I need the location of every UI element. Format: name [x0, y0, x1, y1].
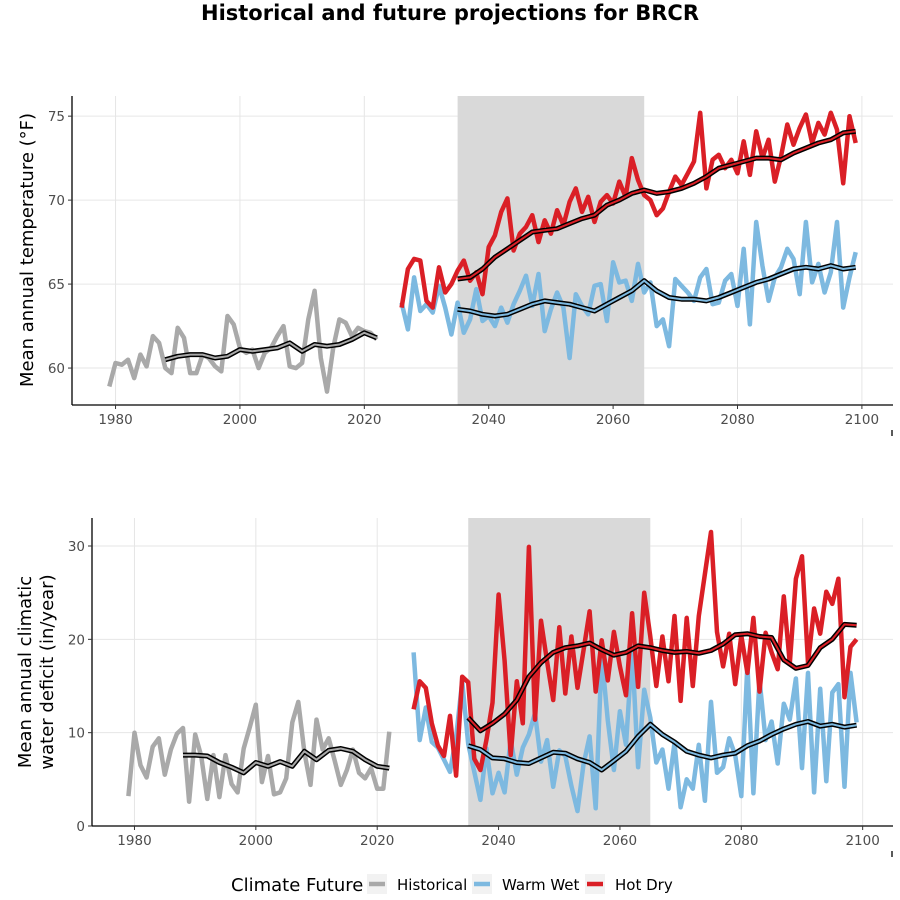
- smoothed-line-warm-wet-smoothed: [467, 720, 857, 771]
- legend-title: Climate Future: [231, 875, 363, 896]
- x-tick-label: 2020: [360, 833, 394, 849]
- x-tick-label: 2080: [720, 412, 754, 428]
- reference-period-band: [457, 96, 645, 405]
- smoothed-line-warm-wet-smoothed: [457, 264, 856, 317]
- y-tick-label: 0: [76, 819, 85, 835]
- x-tick-label: 2080: [724, 833, 758, 849]
- smoothed-line-historical-smoothed: [183, 747, 390, 774]
- x-tick-label: 2000: [239, 833, 273, 849]
- legend-items: Historical Warm Wet Hot Dry: [367, 874, 673, 894]
- legend-label: Historical: [397, 876, 467, 894]
- y-tick-label: 30: [68, 539, 85, 555]
- y-tick-label: 60: [48, 361, 65, 377]
- legend-item-hot-dry: Hot Dry: [585, 874, 673, 894]
- y-tick-label: 20: [68, 632, 85, 648]
- x-tick-label: 2040: [472, 412, 506, 428]
- x-tick-label: 2060: [596, 412, 630, 428]
- x-tick-label: 2100: [845, 833, 879, 849]
- x-tick-label: 2040: [481, 833, 515, 849]
- smoothed-line-hot-dry-smoothed: [467, 623, 857, 732]
- series-line-historical: [126, 699, 392, 804]
- y-tick-label: 75: [48, 109, 65, 125]
- legend-item-historical: Historical: [367, 874, 467, 894]
- smoothed-line-historical-smoothed: [165, 331, 378, 361]
- series-line-historical: [107, 288, 379, 394]
- water-deficit-panel: 1980 2000 2020 2040 2060 2080 2100 0 10 20 30 Mean …: [15, 518, 893, 857]
- x-tick-label: 2100: [845, 412, 879, 428]
- legend-label: Hot Dry: [615, 876, 673, 894]
- legend-label: Warm Wet: [502, 876, 580, 894]
- smoothed-line-hot-dry-smoothed: [457, 130, 856, 280]
- y-axis-title: Mean annual temperature (°F): [17, 113, 38, 387]
- y-tick-label: 10: [68, 726, 85, 742]
- temperature-panel: 1980 2000 2020 2040 2060 2080 2100 60 65 70 75 Mean…: [17, 96, 893, 436]
- x-tick-label: 2000: [223, 412, 257, 428]
- x-tick-label: 2020: [347, 412, 381, 428]
- y-tick-label: 70: [48, 193, 65, 209]
- x-tick-label: 2060: [603, 833, 637, 849]
- figure-title: Historical and future projections for BR…: [201, 1, 699, 25]
- legend-item-warm-wet: Warm Wet: [472, 874, 580, 894]
- y-tick-label: 65: [48, 277, 65, 293]
- x-tick-label: 1980: [117, 833, 151, 849]
- legend: Climate Future Historical Warm Wet Hot Dry: [231, 874, 673, 896]
- y-axis-title: Mean annual climaticwater deficit (in/ye…: [15, 574, 58, 769]
- x-tick-label: 1980: [98, 412, 132, 428]
- smoothed-outline-historical-smoothed: [164, 330, 378, 363]
